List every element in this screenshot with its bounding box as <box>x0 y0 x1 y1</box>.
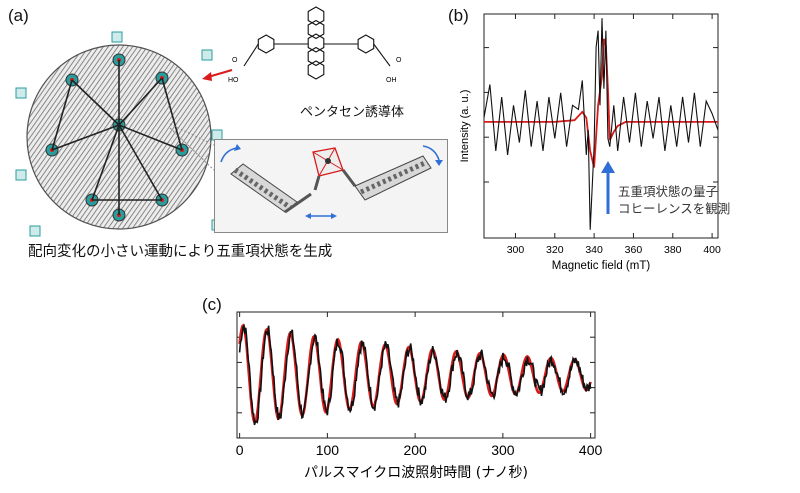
mof-crystal-illustration <box>15 31 223 237</box>
esr-plot-frame <box>483 13 719 239</box>
linker <box>71 79 120 126</box>
linker <box>118 124 163 201</box>
bond <box>243 43 259 67</box>
svg-text:O: O <box>232 57 238 64</box>
unit-cell-icon <box>29 225 41 237</box>
osc-x-tick-label: 0 <box>236 442 244 458</box>
esr-x-tick-label: 300 <box>507 244 525 256</box>
coherence-arrow <box>601 161 615 214</box>
linker <box>161 77 183 151</box>
benzene-ring <box>357 34 375 54</box>
panel-a-label: (a) <box>8 6 29 25</box>
esr-xlabel: Magnetic field (mT) <box>552 260 651 272</box>
esr-x-tick-label: 400 <box>703 244 721 256</box>
unit-cell-icon <box>111 31 123 43</box>
panel-a-caption: 配向変化の小さい運動により五重項状態を生成 <box>28 244 333 260</box>
zr-cluster <box>312 147 357 191</box>
annotation-line-2: コヒーレンスを観測 <box>618 201 731 216</box>
oscillation-xlabel: パルスマイクロ波照射時間 (ナノ秒) <box>304 465 528 481</box>
svg-text:HO: HO <box>228 77 239 84</box>
oscillation-plot-frame <box>236 311 596 439</box>
esr-x-tick-label: 360 <box>625 244 643 256</box>
benzene-ring <box>307 6 325 26</box>
molecule-label: ペンタセン誘導体 <box>300 105 405 120</box>
osc-x-tick-label: 400 <box>579 442 603 458</box>
rotation-inset-drawing <box>220 144 443 219</box>
coherence-oscillation-chart: 0 100 200 300 400 パルスマイクロ波照射時間 (ナノ秒) <box>236 311 603 481</box>
right-pentacene-unit <box>354 155 432 201</box>
unit-cell-icon <box>15 169 27 181</box>
osc-x-tick-label: 300 <box>491 442 515 458</box>
osc-measured-line <box>238 323 592 426</box>
left-pentacene-unit <box>230 163 312 214</box>
linker <box>51 79 73 151</box>
esr-spectrum-chart: 300 320 340 360 380 400 Intensity (a. u.) Mag… <box>459 13 721 272</box>
inset-connector <box>169 123 217 173</box>
esr-measured-line <box>483 18 719 230</box>
osc-x-tick-label: 200 <box>403 442 427 458</box>
panel-b-label: (b) <box>448 6 469 25</box>
linker <box>118 77 163 126</box>
esr-x-tick-label: 320 <box>546 244 564 256</box>
panel-c-label: (c) <box>202 295 222 314</box>
esr-x-tick-label: 340 <box>585 244 603 256</box>
unit-cell-icon <box>15 87 27 99</box>
linker <box>118 124 183 151</box>
linker <box>51 124 120 151</box>
benzene-ring <box>307 19 325 40</box>
esr-x-tick-label: 380 <box>664 244 682 256</box>
benzene-ring <box>307 60 325 80</box>
esr-ylabel: Intensity (a. u.) <box>459 90 471 163</box>
annotation-line-1: 五重項状態の量子 <box>618 184 719 199</box>
rotation-inset <box>214 139 448 233</box>
svg-text:OH: OH <box>386 77 397 84</box>
benzene-ring <box>257 34 275 54</box>
pentacene-structure: HO O OH O <box>228 6 402 84</box>
benzene-ring <box>307 46 325 67</box>
svg-text:O: O <box>396 57 402 64</box>
bond <box>373 43 391 67</box>
linker <box>91 124 120 201</box>
unit-cell-icon <box>201 49 213 61</box>
pointer-arrow <box>202 69 233 81</box>
osc-x-tick-label: 100 <box>316 442 340 458</box>
benzene-ring <box>307 33 325 53</box>
